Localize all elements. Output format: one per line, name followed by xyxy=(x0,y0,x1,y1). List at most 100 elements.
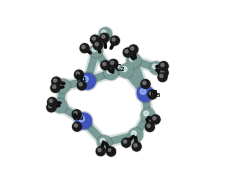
Circle shape xyxy=(51,84,59,92)
Circle shape xyxy=(99,28,111,40)
Circle shape xyxy=(137,86,152,101)
Circle shape xyxy=(101,61,109,69)
Circle shape xyxy=(48,98,56,106)
Circle shape xyxy=(99,28,111,40)
Circle shape xyxy=(159,69,167,77)
Circle shape xyxy=(50,83,60,93)
Circle shape xyxy=(82,76,88,82)
Circle shape xyxy=(99,33,109,43)
Circle shape xyxy=(76,113,91,129)
Circle shape xyxy=(79,43,90,53)
Circle shape xyxy=(53,79,56,82)
Circle shape xyxy=(77,81,86,90)
Circle shape xyxy=(127,54,140,67)
Circle shape xyxy=(106,69,111,73)
Circle shape xyxy=(88,44,103,58)
Circle shape xyxy=(89,45,102,57)
Circle shape xyxy=(80,44,89,53)
Circle shape xyxy=(126,53,140,67)
Circle shape xyxy=(74,70,83,79)
Circle shape xyxy=(128,45,137,54)
Circle shape xyxy=(101,35,104,38)
Circle shape xyxy=(51,77,61,87)
Circle shape xyxy=(135,84,154,103)
Circle shape xyxy=(150,114,160,125)
Circle shape xyxy=(106,147,115,156)
Circle shape xyxy=(140,108,154,122)
Circle shape xyxy=(110,61,113,64)
Circle shape xyxy=(141,109,154,122)
Circle shape xyxy=(100,60,110,70)
Circle shape xyxy=(150,62,162,74)
Circle shape xyxy=(55,78,71,94)
Circle shape xyxy=(56,80,69,92)
Circle shape xyxy=(142,81,145,84)
Circle shape xyxy=(77,81,86,90)
Circle shape xyxy=(141,80,149,88)
Circle shape xyxy=(56,80,69,92)
Circle shape xyxy=(110,36,119,45)
Circle shape xyxy=(93,41,101,50)
Circle shape xyxy=(103,65,119,81)
Circle shape xyxy=(48,105,52,108)
Circle shape xyxy=(72,110,81,119)
Circle shape xyxy=(106,147,115,156)
Circle shape xyxy=(73,70,84,80)
Circle shape xyxy=(80,74,95,89)
Circle shape xyxy=(148,61,163,75)
Circle shape xyxy=(93,41,101,50)
Circle shape xyxy=(74,112,77,115)
Circle shape xyxy=(159,62,167,70)
Circle shape xyxy=(90,35,99,44)
Circle shape xyxy=(75,113,92,129)
Circle shape xyxy=(157,72,167,82)
Circle shape xyxy=(74,70,83,79)
Circle shape xyxy=(132,142,140,151)
Circle shape xyxy=(122,139,130,147)
Circle shape xyxy=(147,90,156,99)
Circle shape xyxy=(112,38,115,41)
Circle shape xyxy=(140,89,145,94)
Circle shape xyxy=(92,37,95,40)
Circle shape xyxy=(81,45,85,49)
Circle shape xyxy=(90,45,101,57)
Circle shape xyxy=(158,68,167,77)
Circle shape xyxy=(119,64,132,77)
Circle shape xyxy=(151,115,159,124)
Circle shape xyxy=(158,73,166,81)
Circle shape xyxy=(52,77,61,86)
Circle shape xyxy=(52,77,60,86)
Circle shape xyxy=(159,62,167,70)
Circle shape xyxy=(46,102,56,113)
Text: N₉: N₉ xyxy=(72,113,83,122)
Circle shape xyxy=(150,115,159,124)
Circle shape xyxy=(49,99,52,102)
Circle shape xyxy=(146,124,150,127)
Circle shape xyxy=(98,136,110,149)
Circle shape xyxy=(51,84,59,92)
Circle shape xyxy=(123,48,131,57)
Circle shape xyxy=(145,122,154,132)
Circle shape xyxy=(159,69,167,77)
Circle shape xyxy=(122,47,132,58)
Circle shape xyxy=(97,148,101,152)
Circle shape xyxy=(80,44,88,52)
Circle shape xyxy=(104,66,118,80)
Circle shape xyxy=(123,48,131,57)
Circle shape xyxy=(72,110,81,119)
Circle shape xyxy=(152,117,155,120)
Circle shape xyxy=(158,68,168,78)
Circle shape xyxy=(148,90,156,99)
Circle shape xyxy=(78,72,97,91)
Circle shape xyxy=(109,60,117,68)
Circle shape xyxy=(145,123,153,131)
Circle shape xyxy=(52,77,60,86)
Circle shape xyxy=(79,73,95,90)
Circle shape xyxy=(79,83,82,86)
Circle shape xyxy=(47,103,55,112)
Circle shape xyxy=(129,45,137,54)
Circle shape xyxy=(106,146,116,157)
Circle shape xyxy=(92,40,103,51)
Circle shape xyxy=(101,30,106,35)
Circle shape xyxy=(52,85,56,88)
